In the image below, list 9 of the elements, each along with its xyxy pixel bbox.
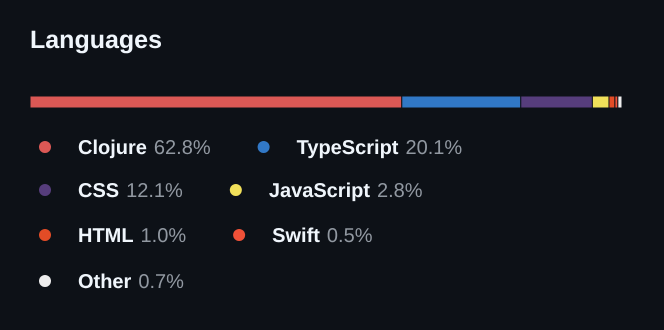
- series-label: Clojure 62.8%: [78, 137, 211, 159]
- legend-label: Other 0.7%: [78, 271, 184, 293]
- legend-label: CSS 12.1%: [78, 180, 184, 202]
- chart-title: Languages: [30, 26, 162, 54]
- bar: [617, 96, 622, 108]
- legend-label: Swift 0.5%: [272, 225, 373, 247]
- legend-label: JavaScript 2.8%: [268, 180, 423, 202]
- legend-label: TypeScript 20.1%: [296, 137, 462, 159]
- legend-label: HTML 1.0%: [78, 225, 186, 247]
